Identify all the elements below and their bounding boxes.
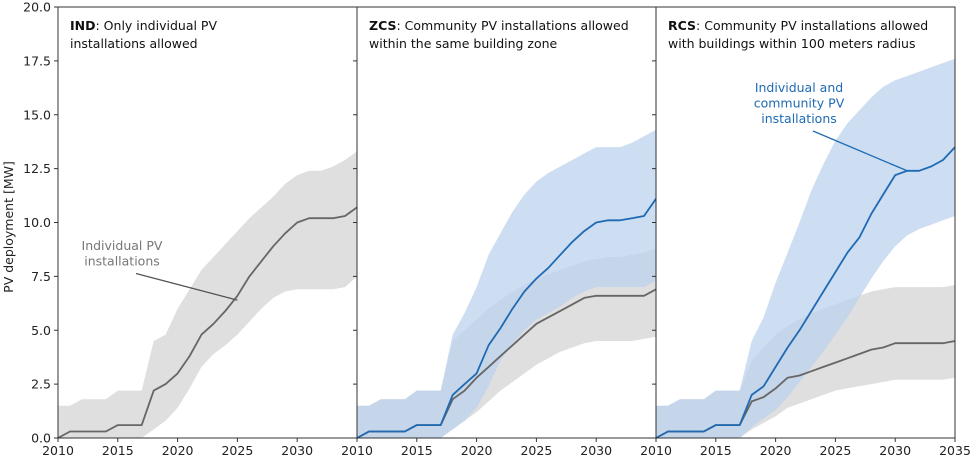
annotation-arrow — [135, 272, 238, 301]
x-tick-label: 2025 — [520, 443, 552, 458]
x-tick-label: 2020 — [461, 443, 493, 458]
x-tick-label: 2030 — [580, 443, 612, 458]
y-axis-label: PV deployment [MW] — [1, 161, 16, 293]
x-tick-label: 2010 — [341, 443, 373, 458]
y-tick-label: 12.5 — [23, 161, 51, 176]
x-tick-label: 2020 — [162, 443, 194, 458]
x-tick-label: 2015 — [401, 443, 433, 458]
panel-rcs: 2010 2015 2020 2025 2030 2035 RCS: Community P… — [640, 6, 971, 458]
annotation-text: Individual and — [755, 80, 843, 95]
y-tick-label: 2.5 — [31, 377, 51, 392]
annotation-text: Individual PV — [82, 238, 163, 253]
individual-range-band — [58, 151, 357, 438]
y-tick-label: 17.5 — [23, 53, 51, 68]
panel-ind: 2010 2015 2020 2025 2030 0.0 2.5 5.0 7.5 10.0 12.5… — [23, 0, 358, 458]
y-tick-label: 5.0 — [31, 323, 51, 338]
annotation-arrow — [812, 130, 908, 172]
panel-title: IND: Only individual PV — [70, 18, 217, 33]
x-tick-label: 2010 — [640, 443, 672, 458]
community-range-band — [357, 129, 656, 439]
community-range-band — [656, 58, 955, 438]
y-tick-label: 20.0 — [23, 0, 51, 15]
annotation-text: installations — [84, 254, 160, 269]
x-tick-label: 2025 — [819, 443, 851, 458]
x-tick-label: 2030 — [281, 443, 313, 458]
community-median-line — [655, 146, 956, 439]
panel-zcs: 2010 2015 2020 2025 2030 ZCS: Community PV in… — [341, 6, 657, 458]
x-tick-label: 2015 — [102, 443, 134, 458]
x-tick-label: 2030 — [879, 443, 911, 458]
individual-median-line — [57, 206, 358, 439]
y-tick-label: 7.5 — [31, 269, 51, 284]
x-tick-label: 2035 — [939, 443, 971, 458]
panel-subtitle: with buildings within 100 meters radius — [668, 36, 916, 51]
plot-area: 2010 2015 2020 2025 2030 0.0 2.5 5.0 7.5 10.0 12.5… — [23, 0, 971, 458]
panel-subtitle: installations allowed — [70, 36, 198, 51]
community-median-line — [356, 198, 657, 439]
x-tick-label: 2015 — [700, 443, 732, 458]
panel-title: ZCS: Community PV installations allowed — [369, 18, 629, 33]
y-tick-label: 10.0 — [23, 215, 51, 230]
x-tick-label: 2010 — [42, 443, 74, 458]
y-tick-label: 15.0 — [23, 107, 51, 122]
annotation-text: community PV — [754, 96, 845, 111]
annotation-text: installations — [761, 111, 837, 126]
y-tick-label: 0.0 — [31, 431, 51, 446]
panel-subtitle: within the same building zone — [369, 36, 558, 51]
x-tick-label: 2020 — [760, 443, 792, 458]
x-tick-label: 2025 — [221, 443, 253, 458]
panel-title: RCS: Community PV installations allowed — [668, 18, 928, 33]
